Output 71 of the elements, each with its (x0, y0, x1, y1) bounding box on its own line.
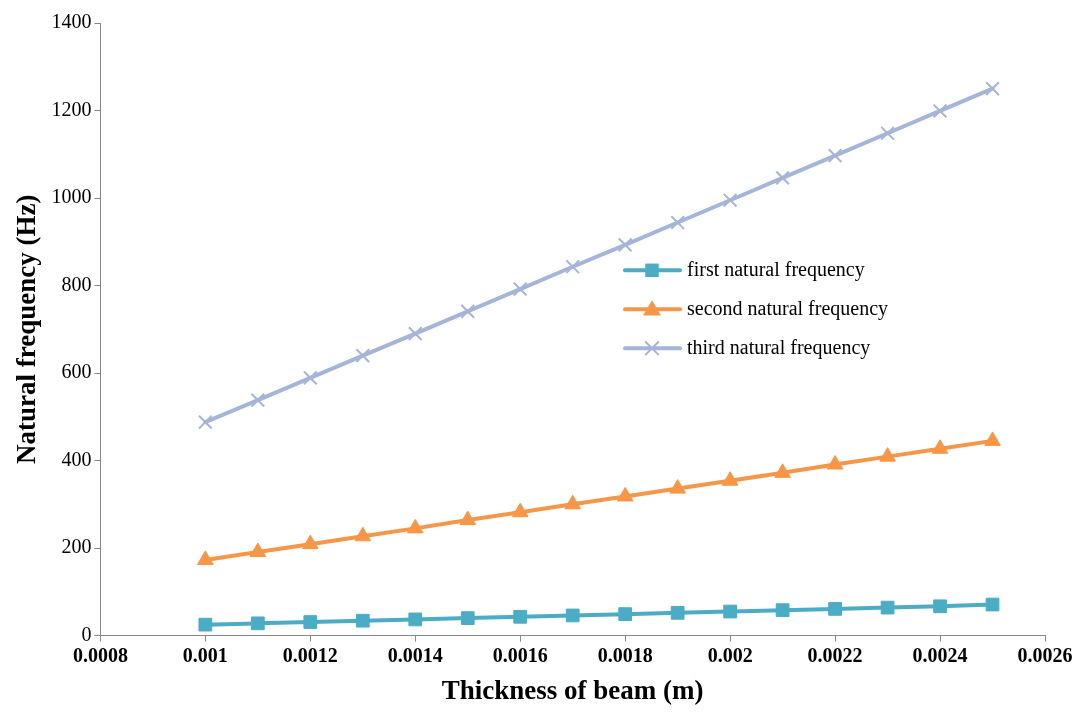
point (879, 447, 896, 462)
point (198, 617, 213, 632)
point (721, 471, 739, 486)
point (354, 526, 372, 542)
x-tick-label: 0.0026 (1017, 643, 1073, 666)
point (670, 215, 686, 230)
point (513, 609, 528, 624)
point (670, 605, 685, 620)
point (460, 611, 475, 625)
point (774, 463, 791, 478)
x-tick-label: 0.0008 (72, 643, 128, 666)
point (617, 237, 633, 253)
point (302, 370, 318, 386)
point (828, 602, 842, 616)
point (880, 125, 895, 141)
point (723, 604, 737, 619)
y-tick-label: 800 (61, 272, 92, 295)
y-tick-label: 1200 (51, 97, 92, 120)
point (303, 615, 318, 629)
point (406, 518, 424, 534)
y-tick-label: 1000 (51, 185, 92, 208)
point (460, 304, 476, 319)
x-tick-label: 0.0012 (282, 643, 338, 666)
point (407, 326, 423, 342)
point (985, 597, 1000, 612)
point (669, 479, 686, 494)
y-tick-label: 600 (61, 360, 92, 383)
legend-label: first natural frequency (687, 257, 865, 281)
legend-label: second natural frequency (687, 296, 889, 320)
y-axis-title: Natural frequency (Hz) (11, 194, 42, 465)
point (880, 600, 895, 615)
y-tick-label: 400 (61, 447, 92, 470)
x-tick-label: 0.0018 (597, 643, 653, 666)
point (775, 603, 790, 618)
point (985, 81, 1000, 96)
legend-label: third natural frequency (687, 335, 871, 359)
point (722, 192, 738, 208)
x-tick-label: 0.0024 (912, 643, 968, 666)
y-tick-label: 0 (81, 622, 92, 645)
x-tick-label: 0.0022 (807, 643, 863, 666)
y-tick-label: 1400 (51, 10, 92, 33)
point (932, 103, 948, 119)
point (616, 486, 634, 502)
point (827, 148, 843, 163)
point (459, 510, 477, 526)
point (775, 170, 790, 186)
x-tick-label: 0.0016 (492, 643, 548, 666)
x-tick-label: 0.0014 (387, 643, 443, 666)
point (302, 534, 319, 550)
x-tick-label: 0.002 (707, 643, 753, 666)
point (249, 542, 267, 558)
point (511, 502, 529, 518)
point (512, 281, 528, 297)
point (565, 608, 580, 623)
point (355, 348, 371, 363)
point (355, 613, 370, 628)
y-tick-label: 200 (61, 535, 92, 558)
x-tick-label: 0.001 (182, 643, 228, 666)
point (408, 612, 423, 627)
point (564, 494, 581, 510)
point (931, 439, 949, 454)
point (618, 607, 633, 622)
x-axis-title: Thickness of beam (m) (441, 674, 704, 705)
point (197, 550, 214, 565)
point (250, 616, 265, 631)
point (984, 431, 1001, 446)
point (826, 455, 844, 470)
point (565, 259, 581, 275)
point (250, 392, 266, 408)
point (933, 599, 947, 614)
point (197, 414, 213, 430)
